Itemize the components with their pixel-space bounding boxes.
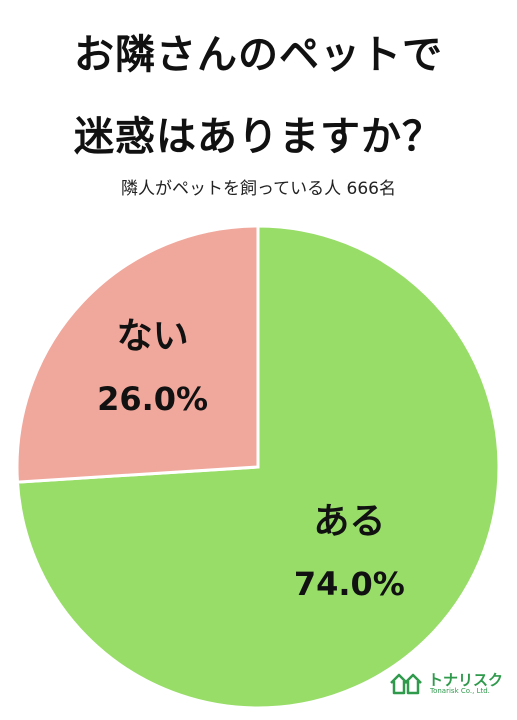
slice-name-label-1: ない bbox=[117, 316, 189, 357]
chart-title-line2: 迷惑はありますか？ bbox=[74, 114, 443, 160]
slice-value-label-0: 74.0% bbox=[294, 565, 405, 603]
chart-title-line1: お隣さんのペットで bbox=[74, 32, 443, 78]
company-logo: トナリスク Tonarisk Co., Ltd. bbox=[390, 667, 505, 699]
slice-name-label-0: ある bbox=[313, 501, 385, 542]
slice-value-label-1: 26.0% bbox=[97, 380, 208, 418]
chart-subtitle: 隣人がペットを飼っている人 666名 bbox=[120, 179, 396, 199]
logo-name: トナリスク bbox=[428, 671, 504, 689]
logo-company: Tonarisk Co., Ltd. bbox=[430, 687, 490, 695]
house-logo-icon bbox=[390, 673, 422, 695]
pie-slice-1 bbox=[15, 224, 260, 484]
